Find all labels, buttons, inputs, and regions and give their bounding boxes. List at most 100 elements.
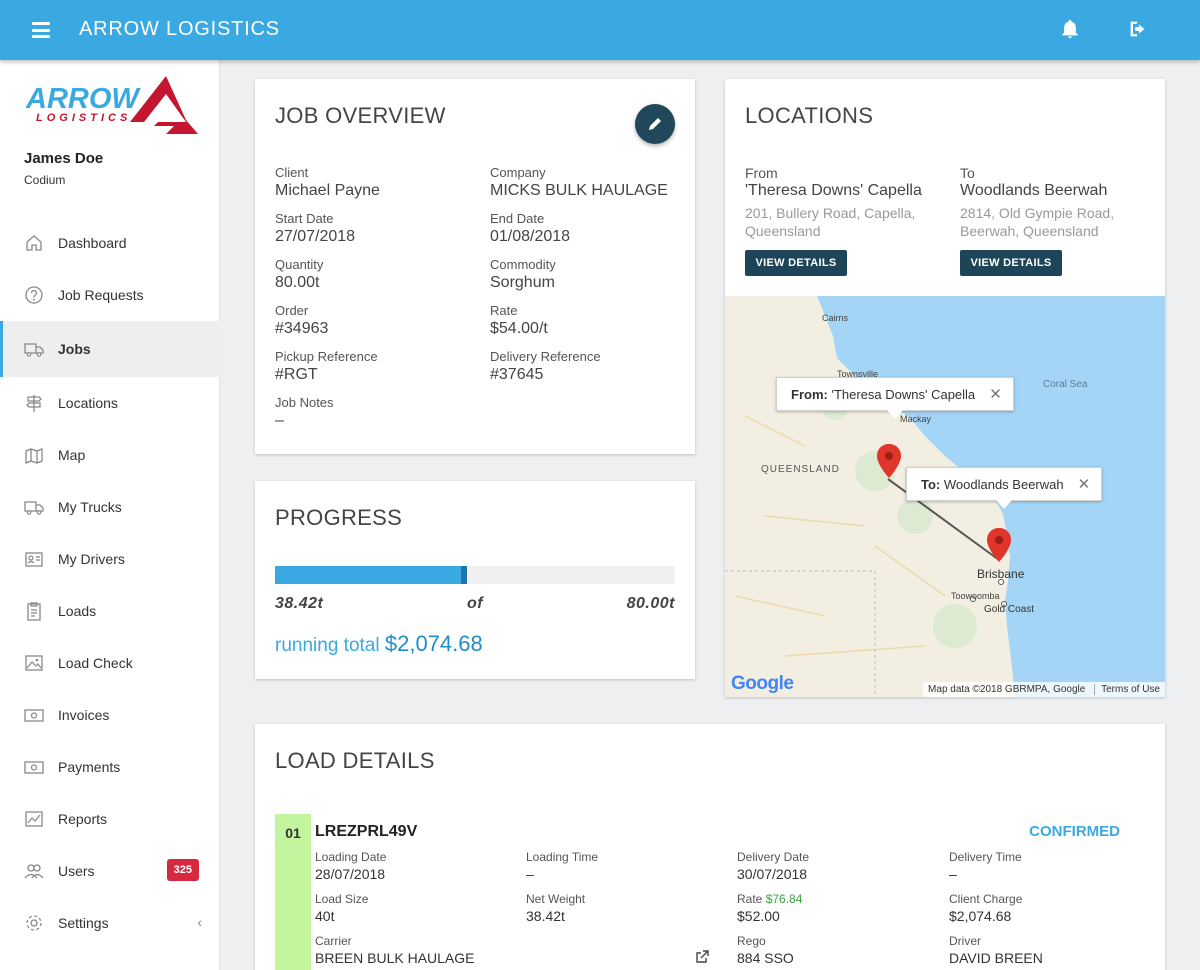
sidebar-item-locations[interactable]: Locations (0, 377, 220, 429)
logout-icon[interactable] (1127, 18, 1149, 40)
commodity-field: Commodity Sorghum (490, 257, 556, 291)
svg-text:Cairns: Cairns (822, 313, 849, 323)
svg-text:Gold Coast: Gold Coast (984, 604, 1034, 615)
sidebar-item-users[interactable]: Users 325 (0, 845, 220, 897)
clipboard-icon (27, 602, 41, 621)
gear-icon (26, 915, 42, 931)
load-number: 01 (275, 814, 311, 970)
sidebar-item-label: Users (58, 863, 95, 879)
money-icon (24, 761, 44, 774)
locations-title: LOCATIONS (745, 103, 874, 128)
sidebar-item-label: Locations (58, 395, 118, 411)
collapse-chevron-icon[interactable]: ‹ (197, 914, 202, 930)
svg-text:Toowoomba: Toowoomba (951, 591, 1000, 601)
sidebar-item-my-trucks[interactable]: My Trucks (0, 481, 220, 533)
svg-text:Brisbane: Brisbane (977, 567, 1025, 581)
order-field: Order #34963 (275, 303, 329, 337)
job-overview-title: JOB OVERVIEW (275, 103, 446, 128)
from-map-bubble[interactable]: From: 'Theresa Downs' Capella ✕ (776, 377, 1014, 419)
progress-total: 80.00t (626, 595, 675, 612)
bell-icon[interactable] (1059, 18, 1081, 40)
to-view-details-button[interactable]: VIEW DETAILS (960, 250, 1062, 276)
carrier-field: Carrier BREEN BULK HAULAGE (315, 934, 475, 966)
money-icon (24, 709, 44, 722)
start-date-field: Start Date 27/07/2018 (275, 211, 356, 245)
net-weight-field: Net Weight 38.42t (526, 892, 586, 924)
arrow-logistics-logo: ARROW LOGISTICS (25, 76, 201, 138)
sidebar-item-map[interactable]: Map (0, 429, 220, 481)
sidebar-item-settings[interactable]: Settings ‹ (0, 897, 220, 949)
rego-field: Rego 884 SSO (737, 934, 794, 966)
sidebar-item-label: Dashboard (58, 235, 127, 251)
id-card-icon (25, 552, 43, 567)
truck-icon (24, 343, 44, 357)
sidebar-item-jobs[interactable]: Jobs (0, 321, 220, 377)
user-name: James Doe (24, 150, 104, 167)
truck-icon (24, 501, 44, 515)
svg-text:LOGISTICS: LOGISTICS (36, 112, 131, 124)
quantity-field: Quantity 80.00t (275, 257, 324, 291)
chart-icon (25, 811, 43, 827)
delivery-reference-field: Delivery Reference #37645 (490, 349, 601, 383)
sidebar-item-dashboard[interactable]: Dashboard (0, 217, 220, 269)
menu-icon[interactable] (32, 22, 50, 38)
delivery-date-field: Delivery Date 30/07/2018 (737, 850, 810, 882)
loading-date-field: Loading Date 28/07/2018 (315, 850, 387, 882)
rate-field: Rate $76.84 $52.00 (737, 892, 803, 924)
sidebar-item-job-requests[interactable]: Job Requests (0, 269, 220, 321)
sidebar-item-label: Invoices (58, 707, 110, 723)
close-to-bubble-icon[interactable]: ✕ (1077, 476, 1091, 493)
sidebar-item-my-drivers[interactable]: My Drivers (0, 533, 220, 585)
rate-alt-value: $76.84 (765, 892, 803, 906)
map-icon (25, 448, 43, 464)
map-attribution: Map data ©2018 GBRMPA, Google Terms of U… (923, 682, 1165, 697)
load-details-title: LOAD DETAILS (275, 748, 435, 773)
top-app-bar: ARROW LOGISTICS (0, 0, 1200, 60)
locations-card: LOCATIONS From 'Theresa Downs' Capella 2… (725, 79, 1165, 697)
from-view-details-button[interactable]: VIEW DETAILS (745, 250, 847, 276)
load-details-card: LOAD DETAILS 01 LREZPRL49V CONFIRMED Loa… (255, 724, 1165, 970)
sidebar-nav: Dashboard Job Requests Jobs Locations Ma… (0, 217, 220, 949)
load-size-field: Load Size 40t (315, 892, 369, 924)
users-icon (24, 864, 44, 879)
pickup-reference-field: Pickup Reference #RGT (275, 349, 378, 383)
driver-field: Driver DAVID BREEN (949, 934, 1043, 966)
progress-done: 38.42t (275, 595, 324, 612)
progress-bar (275, 566, 675, 584)
load-row[interactable]: 01 LREZPRL49V CONFIRMED Loading Date 28/… (275, 814, 1135, 970)
sidebar-item-label: Job Requests (58, 287, 144, 303)
sidebar-item-label: Loads (58, 603, 97, 619)
running-total-label: running total (275, 635, 380, 656)
client-field: Client Michael Payne (275, 165, 380, 199)
sidebar-item-load-check[interactable]: Load Check (0, 637, 220, 689)
sidebar-item-label: My Drivers (58, 551, 125, 567)
sidebar-item-label: My Trucks (58, 499, 122, 515)
loading-time-field: Loading Time – (526, 850, 599, 882)
sidebar-item-payments[interactable]: Payments (0, 741, 220, 793)
signpost-icon (26, 395, 42, 412)
job-notes-field: Job Notes – (275, 395, 334, 429)
sidebar-item-label: Payments (58, 759, 121, 775)
home-icon (26, 235, 42, 251)
sidebar-item-reports[interactable]: Reports (0, 793, 220, 845)
sidebar-item-label: Settings (58, 915, 109, 931)
to-map-bubble[interactable]: To: Woodlands Beerwah ✕ (906, 467, 1103, 509)
close-from-bubble-icon[interactable]: ✕ (989, 386, 1002, 403)
progress-title: PROGRESS (275, 505, 403, 530)
progress-card: PROGRESS 38.42t of 80.00t running total … (255, 481, 695, 679)
sidebar-item-invoices[interactable]: Invoices (0, 689, 220, 741)
sidebar-item-label: Reports (58, 811, 108, 827)
company-field: Company MICKS BULK HAULAGE (490, 165, 668, 199)
load-id: LREZPRL49V (315, 823, 418, 840)
progress-bar-marker (461, 566, 467, 584)
map-terms-link[interactable]: Terms of Use (1094, 684, 1160, 695)
route-map[interactable]: Cairns Townsville Mackay Coral Sea QUEEN… (725, 296, 1165, 697)
sidebar-item-loads[interactable]: Loads (0, 585, 220, 637)
sidebar-item-label: Map (58, 447, 86, 463)
external-link-icon[interactable] (695, 950, 709, 964)
svg-text:Townsville: Townsville (837, 369, 878, 379)
end-date-field: End Date 01/08/2018 (490, 211, 571, 245)
to-location: To Woodlands Beerwah 2814, Old Gympie Ro… (960, 165, 1115, 239)
svg-text:ARROW: ARROW (26, 83, 141, 115)
edit-job-button[interactable] (635, 104, 675, 144)
